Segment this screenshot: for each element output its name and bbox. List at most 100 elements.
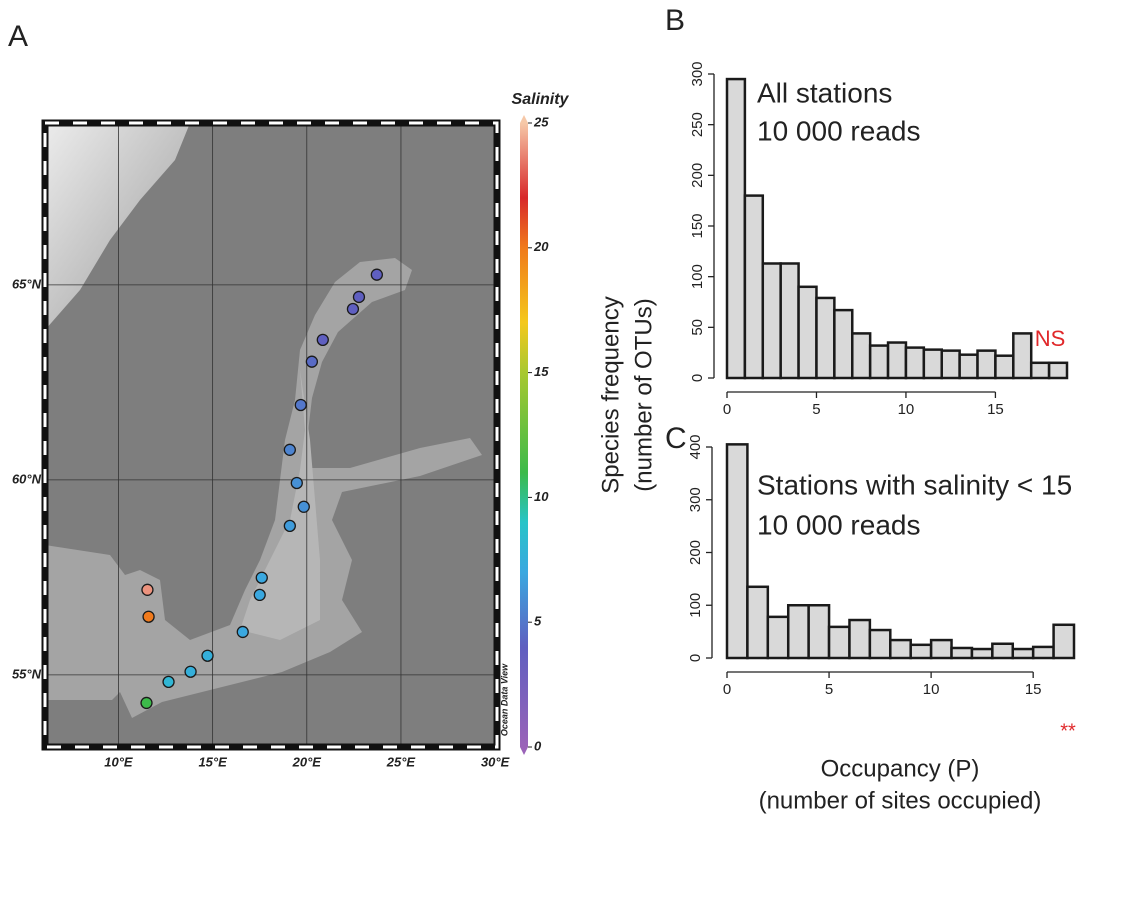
y-tick-label: 300	[687, 487, 704, 512]
x-tick-label: 0	[723, 401, 731, 418]
y-axis-label: (number of OTUs)	[630, 298, 657, 491]
bar	[931, 640, 951, 658]
panel-label: C	[665, 422, 687, 455]
station	[347, 304, 358, 315]
bar	[942, 351, 960, 378]
y-tick-label: 0	[687, 654, 704, 662]
station	[306, 356, 317, 367]
bar	[924, 350, 942, 378]
bar	[978, 351, 996, 378]
x-tick-label: 15	[987, 401, 1004, 418]
bar	[1033, 647, 1053, 658]
station	[202, 650, 213, 661]
bar	[781, 263, 799, 378]
bar	[972, 649, 992, 658]
significance-label: NS	[1035, 326, 1066, 351]
x-tick-label: 5	[812, 401, 820, 418]
station	[371, 269, 382, 280]
y-tick-label: 300	[689, 61, 706, 86]
map-credit: Ocean Data View	[499, 663, 509, 736]
map-background	[45, 123, 497, 747]
station	[237, 626, 248, 637]
x-tick-label: 10	[923, 681, 940, 698]
bar	[788, 605, 808, 658]
station	[141, 697, 152, 708]
y-tick-label: 150	[689, 213, 706, 238]
x-tick-label: 15	[1025, 681, 1042, 698]
annotation: 10 000 reads	[757, 115, 920, 146]
station	[284, 444, 295, 455]
y-tick-label: 400	[687, 434, 704, 459]
bar	[952, 648, 972, 658]
y-tick-label: 55°N	[12, 666, 42, 681]
bar	[852, 333, 870, 378]
bar	[745, 196, 763, 378]
bar	[906, 348, 924, 378]
x-tick-label: 20°E	[292, 754, 322, 769]
bar	[888, 343, 906, 378]
bar	[960, 355, 978, 378]
significance-label: **	[1060, 720, 1076, 742]
x-tick-label: 30°E	[481, 754, 510, 769]
bar	[747, 587, 767, 658]
bar	[1013, 333, 1031, 378]
y-tick-label: 50	[689, 319, 706, 336]
colorbar-tick-label: 25	[533, 114, 549, 129]
annotation: 10 000 reads	[757, 509, 920, 540]
y-tick-label: 65°N	[12, 276, 42, 291]
x-tick-label: 15°E	[198, 754, 227, 769]
bar	[870, 346, 888, 378]
bar	[1031, 363, 1049, 378]
colorbar-tick-label: 10	[534, 489, 549, 504]
bar	[829, 627, 849, 658]
station	[143, 611, 154, 622]
annotation: Stations with salinity < 15	[757, 469, 1072, 500]
y-tick-label: 100	[689, 264, 706, 289]
y-tick-label: 200	[687, 540, 704, 565]
y-tick-label: 250	[689, 112, 706, 137]
station	[284, 520, 295, 531]
station	[163, 676, 174, 687]
bar	[1013, 649, 1033, 658]
bar	[834, 310, 852, 378]
panel-label: A	[8, 20, 28, 53]
bar	[1054, 625, 1074, 658]
station	[254, 589, 265, 600]
bar	[727, 444, 747, 658]
page: Ocean Data View A B C Salinity Species f…	[0, 0, 1132, 911]
station	[295, 399, 306, 410]
x-tick-label: 5	[825, 681, 833, 698]
bar	[849, 620, 869, 658]
x-axis-label: Occupancy (P)	[821, 755, 980, 782]
colorbar-tip	[520, 115, 528, 123]
colorbar-tick-label: 20	[533, 239, 549, 254]
colorbar	[520, 123, 528, 747]
colorbar-tick-label: 5	[534, 614, 542, 629]
bar	[890, 640, 910, 658]
x-tick-label: 25°E	[386, 754, 416, 769]
station	[256, 572, 267, 583]
y-tick-label: 200	[689, 163, 706, 188]
station	[298, 501, 309, 512]
bar	[799, 287, 817, 378]
station	[185, 666, 196, 677]
figure: Ocean Data View A B C Salinity Species f…	[0, 0, 1132, 911]
x-tick-label: 10	[898, 401, 915, 418]
bar	[768, 617, 788, 658]
panel-label: B	[665, 4, 685, 37]
bar	[727, 79, 745, 378]
colorbar-title: Salinity	[512, 91, 570, 108]
station	[142, 584, 153, 595]
bar	[995, 356, 1013, 378]
y-tick-label: 60°N	[12, 471, 42, 486]
station	[317, 334, 328, 345]
x-tick-label: 10°E	[104, 754, 133, 769]
bar	[816, 298, 834, 378]
y-tick-label: 100	[687, 593, 704, 618]
y-axis-label: Species frequency	[597, 296, 624, 493]
bar	[911, 645, 931, 658]
colorbar-tip	[520, 747, 528, 755]
y-tick-label: 0	[689, 374, 706, 382]
x-tick-label: 0	[723, 681, 731, 698]
station	[353, 291, 364, 302]
